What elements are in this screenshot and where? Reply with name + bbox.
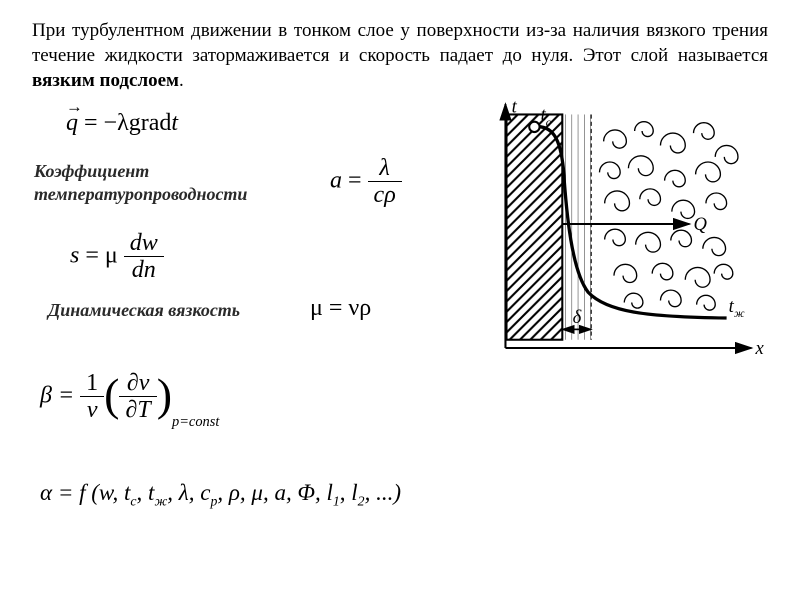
- equation-a: a = λ cρ: [330, 155, 402, 209]
- eq-beta-frac1: 1 v: [80, 370, 104, 424]
- equation-beta: β = 1 v ( ∂v ∂T )p=const: [40, 370, 219, 424]
- sep4: ,: [340, 480, 352, 505]
- eq-q-trail: t: [171, 110, 178, 136]
- equation-q: q = −λgradt: [66, 110, 178, 137]
- intro-text-prefix: При турбулентном движении в тонком слое …: [32, 20, 768, 66]
- eq-alpha-l2sub: 2: [358, 494, 365, 509]
- eq-s-lhs: s: [70, 242, 79, 268]
- eq-s-den: dn: [124, 257, 164, 283]
- eq-alpha-post2: , ...): [365, 480, 401, 505]
- eq-a-den: cρ: [368, 182, 402, 208]
- eq-alpha-l1sub: 1: [333, 494, 340, 509]
- svg-text:tж: tж: [729, 296, 745, 320]
- intro-paragraph: При турбулентном движении в тонком слое …: [32, 18, 768, 93]
- boundary-layer-figure: t x tc tж Qδ: [460, 100, 770, 410]
- eq-mu-text: μ = νρ: [310, 295, 371, 321]
- eq-alpha-pre: α = f (w,: [40, 480, 124, 505]
- label-thermal-line1: Коэффициент: [34, 160, 247, 183]
- vec-q: q: [66, 110, 78, 137]
- eq-q-body: = −λgrad: [78, 110, 171, 136]
- svg-text:x: x: [755, 338, 765, 359]
- intro-bold-term: вязким подслоем: [32, 70, 179, 91]
- equation-mu: μ = νρ: [310, 295, 371, 322]
- eq-s-eq: = μ: [79, 242, 123, 268]
- equation-s: s = μ dw dn: [70, 230, 164, 284]
- eq-a-lhs: a: [330, 167, 342, 193]
- label-dyn-visc-text: Динамическая вязкость: [48, 300, 240, 320]
- eq-beta-frac2: ∂v ∂T: [119, 370, 156, 424]
- label-thermal-diffusivity: Коэффициент температуропроводности: [34, 160, 247, 205]
- eq-beta-cond: p=const: [172, 414, 219, 430]
- label-thermal-line2: температуропроводности: [34, 183, 247, 206]
- eq-s-frac: dw dn: [124, 230, 164, 284]
- eq-alpha-post1: , ρ, μ, a, Φ,: [217, 480, 326, 505]
- intro-text-suffix: .: [179, 70, 184, 91]
- svg-text:t: t: [512, 100, 518, 117]
- eq-beta-v: v: [80, 397, 104, 423]
- svg-text:tc: tc: [541, 105, 551, 129]
- eq-a-num: λ: [368, 155, 402, 182]
- eq-a-frac: λ cρ: [368, 155, 402, 209]
- equation-alpha: α = f (w, tс, tж, λ, cp, ρ, μ, a, Φ, l1,…: [40, 480, 401, 510]
- eq-beta-dT: ∂T: [119, 397, 156, 423]
- eq-a-eqsign: =: [342, 167, 368, 193]
- svg-text:δ: δ: [573, 307, 582, 328]
- svg-text:Q: Q: [694, 214, 708, 235]
- eq-beta-lhs: β =: [40, 382, 80, 408]
- lparen: (: [104, 372, 119, 418]
- eq-alpha-cp: c: [200, 480, 210, 505]
- eq-alpha-mid: , λ,: [167, 480, 200, 505]
- eq-beta-one: 1: [80, 370, 104, 397]
- eq-beta-dv: ∂v: [119, 370, 156, 397]
- rparen: ): [157, 372, 172, 418]
- figure-svg: t x tc tж Qδ: [460, 100, 770, 410]
- eq-s-num: dw: [124, 230, 164, 257]
- sep1: ,: [137, 480, 149, 505]
- label-dynamic-viscosity: Динамическая вязкость: [48, 300, 240, 321]
- eq-alpha-sub2: ж: [154, 494, 167, 509]
